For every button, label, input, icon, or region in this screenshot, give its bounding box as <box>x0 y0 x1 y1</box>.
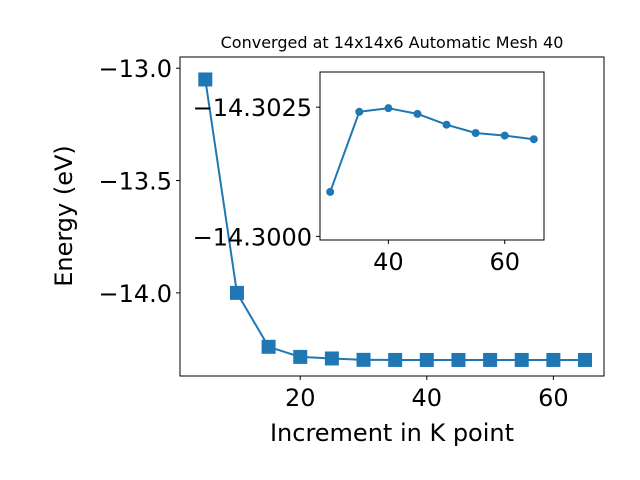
inset-data-point <box>326 187 335 196</box>
data-point <box>356 352 371 367</box>
inset-data-point <box>384 104 393 113</box>
inset-data-point <box>500 131 509 140</box>
inset-data-point <box>355 107 364 116</box>
x-tick-label: 40 <box>412 384 443 412</box>
data-point <box>388 352 403 367</box>
y-tick-label: −14.0 <box>98 280 172 308</box>
inset-data-point <box>529 135 538 144</box>
data-point <box>229 285 244 300</box>
data-point <box>324 351 339 366</box>
inset-plot-frame <box>319 71 545 241</box>
x-tick-label: 60 <box>538 384 569 412</box>
inset-data-point <box>442 120 451 129</box>
inset-y-tick-label: −14.3000 <box>193 223 312 251</box>
data-point <box>514 352 529 367</box>
data-point <box>261 339 276 354</box>
chart-title: Converged at 14x14x6 Automatic Mesh 40 <box>221 33 564 52</box>
y-axis-label: Energy (eV) <box>50 145 78 287</box>
data-point <box>578 352 593 367</box>
inset-x-tick-label: 40 <box>373 248 404 276</box>
y-tick-label: −13.5 <box>98 168 172 196</box>
data-point <box>419 352 434 367</box>
data-point <box>198 72 213 87</box>
inset-x-tick-label: 60 <box>489 248 520 276</box>
inset-series-line <box>329 107 534 193</box>
inset-data-point <box>471 128 480 137</box>
inset-y-tick-label: −14.3025 <box>193 94 312 122</box>
data-point <box>546 352 561 367</box>
data-point <box>483 352 498 367</box>
y-tick-label: −13.0 <box>98 55 172 83</box>
x-axis-label: Increment in K point <box>270 419 514 447</box>
inset-data-point <box>413 109 422 118</box>
data-point <box>293 349 308 364</box>
data-point <box>451 352 466 367</box>
inset-axes: 40 60 −14.3025 −14.3000 <box>193 71 545 276</box>
x-tick-label: 20 <box>285 384 316 412</box>
